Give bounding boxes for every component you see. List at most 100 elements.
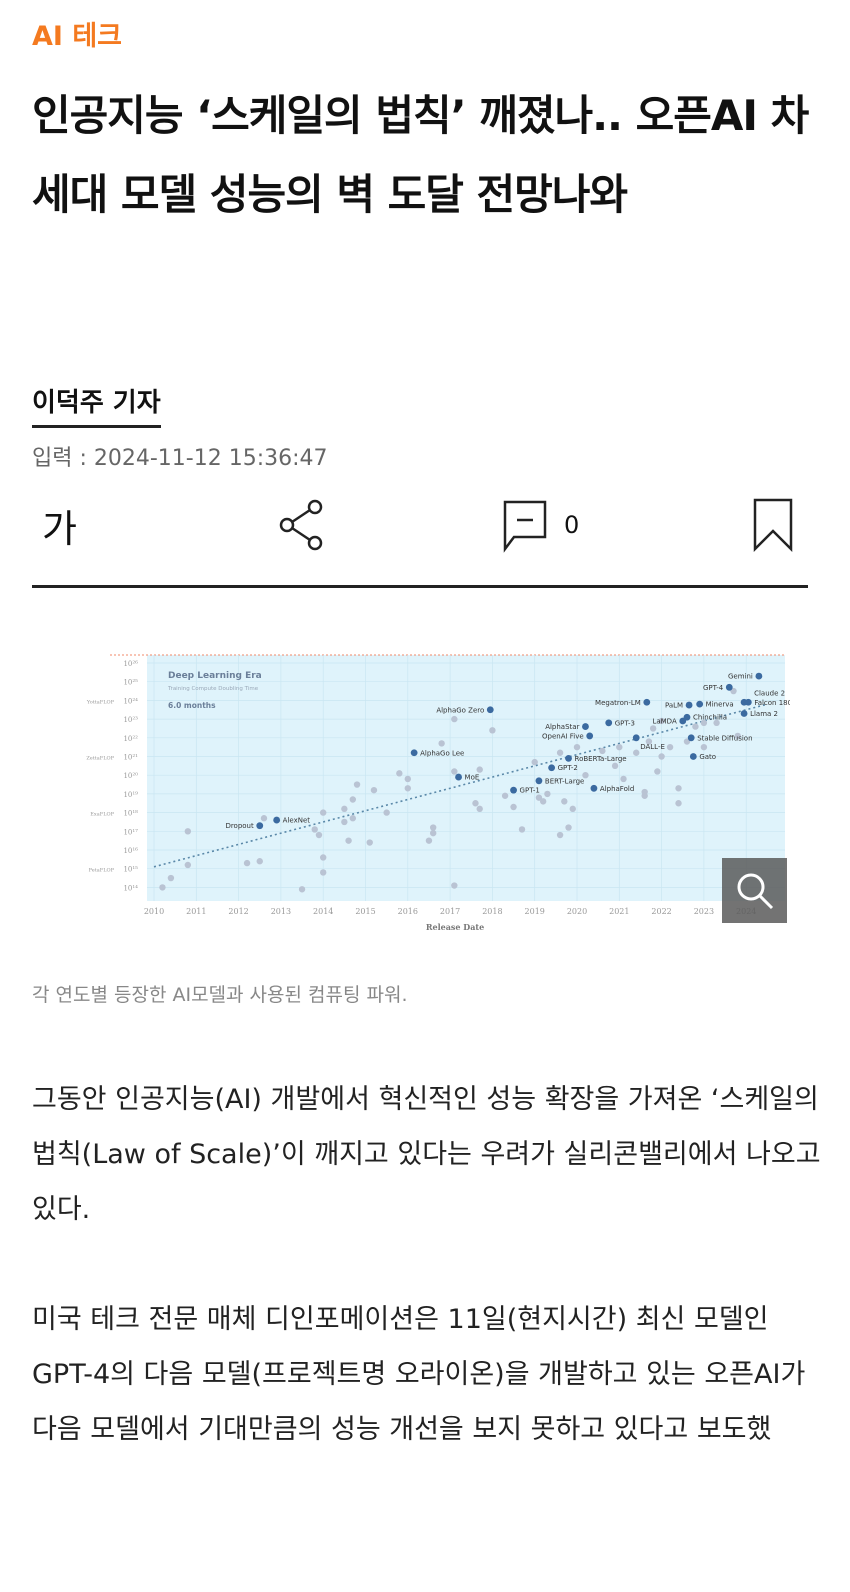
point-label: GPT-1 bbox=[520, 787, 540, 795]
data-point bbox=[692, 723, 699, 730]
category-label[interactable]: AI 테크 bbox=[32, 21, 123, 52]
data-point bbox=[616, 743, 623, 751]
y-tick-label: 10¹⁶ bbox=[123, 847, 138, 855]
data-point bbox=[184, 828, 192, 835]
point-label: Chinchilla bbox=[693, 714, 727, 722]
data-point bbox=[620, 775, 627, 783]
data-point bbox=[599, 747, 606, 755]
data-point bbox=[675, 785, 682, 792]
data-point-gpt-3 bbox=[605, 719, 613, 727]
paragraph: 그동안 인공지능(AI) 개발에서 혁신적인 성능 확장을 가져온 ‘스케일의 … bbox=[32, 1084, 821, 1225]
data-point bbox=[159, 884, 166, 891]
paragraph: 미국 테크 전문 매체 디인포메이션은 11일(현지시간) 최신 모델인 GPT… bbox=[32, 1304, 806, 1445]
point-label: Stable Diffusion bbox=[697, 734, 752, 742]
data-point-moe bbox=[455, 773, 462, 781]
y-tick-label: 10²⁰ bbox=[123, 772, 138, 780]
trend-line bbox=[153, 703, 768, 868]
data-point bbox=[345, 837, 352, 844]
font-size-button[interactable]: 가 bbox=[42, 495, 77, 555]
headline: 인공지능 ‘스케일의 법칙’ 깨졌나.. 오픈AI 차세대 모델 성능의 벽 도… bbox=[32, 91, 809, 219]
data-point bbox=[341, 805, 348, 813]
data-point bbox=[472, 800, 479, 807]
data-point bbox=[633, 749, 640, 756]
data-point-alphago-zero bbox=[486, 706, 494, 714]
data-point bbox=[370, 786, 378, 794]
data-point-falcon-180b bbox=[744, 698, 752, 706]
data-point bbox=[256, 858, 263, 865]
data-point-stable-diffusion bbox=[687, 734, 695, 742]
article-toolbar: 가 0 bbox=[32, 495, 808, 588]
point-label: GPT-2 bbox=[558, 764, 578, 772]
data-point bbox=[582, 772, 589, 779]
point-label: AlphaGo Lee bbox=[420, 749, 464, 757]
data-point bbox=[556, 749, 564, 756]
data-point bbox=[320, 869, 327, 876]
data-point bbox=[658, 753, 665, 760]
bookmark-icon bbox=[753, 498, 793, 553]
font-size-label: 가 bbox=[42, 506, 77, 551]
data-point bbox=[569, 805, 576, 813]
data-point bbox=[404, 785, 411, 792]
x-tick-label: 2011 bbox=[186, 907, 206, 916]
data-point bbox=[544, 790, 551, 798]
annotation-value: 6.0 months bbox=[168, 701, 216, 710]
point-label: Minerva bbox=[706, 701, 734, 709]
point-label: Gemini bbox=[728, 673, 753, 681]
published-date: 입력 : 2024-11-12 15:36:47 bbox=[32, 446, 328, 471]
x-tick-label: 2021 bbox=[609, 907, 629, 916]
point-label: Falcon 180B bbox=[754, 699, 790, 707]
data-point bbox=[341, 818, 348, 826]
article-body: 그동안 인공지능(AI) 개발에서 혁신적인 성능 확장을 가져온 ‘스케일의 … bbox=[32, 1072, 822, 1512]
point-label: Gato bbox=[699, 753, 716, 761]
x-tick-label: 2023 bbox=[694, 907, 714, 916]
data-point bbox=[438, 740, 445, 747]
image-zoom-button[interactable] bbox=[722, 858, 787, 923]
data-point-bert-large bbox=[535, 777, 543, 785]
comment-button[interactable]: 0 bbox=[502, 495, 579, 555]
x-tick-label: 2018 bbox=[482, 907, 502, 916]
data-point-alphastar bbox=[582, 723, 589, 730]
author-link[interactable]: 이덕주 기자 bbox=[32, 382, 161, 428]
y-unit-label: YottaFLOP bbox=[86, 699, 115, 705]
y-unit-label: ZettaFLOP bbox=[86, 756, 114, 762]
y-tick-label: 10¹⁴ bbox=[123, 884, 138, 892]
data-point bbox=[501, 792, 509, 799]
data-point bbox=[298, 886, 306, 893]
data-point bbox=[429, 829, 437, 837]
data-point bbox=[658, 717, 665, 725]
point-label: Llama 2 bbox=[750, 710, 778, 718]
x-tick-label: 2010 bbox=[144, 907, 164, 916]
data-point bbox=[429, 824, 437, 831]
data-point bbox=[320, 809, 327, 816]
data-point-alphago-lee bbox=[410, 749, 418, 757]
data-point bbox=[713, 719, 720, 727]
point-label: LaMDA bbox=[652, 717, 676, 725]
share-button[interactable] bbox=[277, 495, 327, 555]
point-label: Claude 2 bbox=[754, 689, 785, 697]
point-label: DALL-E bbox=[640, 743, 665, 751]
data-point bbox=[476, 766, 483, 773]
data-point bbox=[654, 768, 661, 775]
data-point bbox=[675, 800, 682, 807]
point-label: MoE bbox=[465, 774, 480, 782]
data-point bbox=[476, 805, 483, 813]
data-point bbox=[556, 831, 564, 839]
x-tick-label: 2022 bbox=[651, 907, 671, 916]
data-point-chinchilla bbox=[683, 713, 691, 721]
data-point bbox=[349, 796, 357, 803]
point-label: PaLM bbox=[665, 702, 683, 710]
comment-count: 0 bbox=[564, 511, 580, 539]
y-tick-label: 10²³ bbox=[123, 716, 138, 724]
data-point bbox=[366, 839, 373, 846]
data-point bbox=[535, 794, 543, 801]
data-point bbox=[518, 826, 526, 833]
data-point bbox=[353, 781, 361, 788]
y-unit-label: ExaFLOP bbox=[90, 812, 114, 818]
compute-chart-image[interactable]: 10²⁶ 10²⁵ 10²⁴ YottaFLOP 10²³ 10²² 10²¹ ZettaFL… bbox=[50, 645, 790, 935]
share-icon bbox=[279, 499, 323, 551]
data-point bbox=[510, 803, 517, 811]
point-label: Megatron-LM bbox=[595, 699, 641, 707]
bookmark-button[interactable] bbox=[752, 495, 794, 555]
data-point bbox=[611, 762, 619, 770]
magnifier-icon bbox=[737, 873, 773, 909]
